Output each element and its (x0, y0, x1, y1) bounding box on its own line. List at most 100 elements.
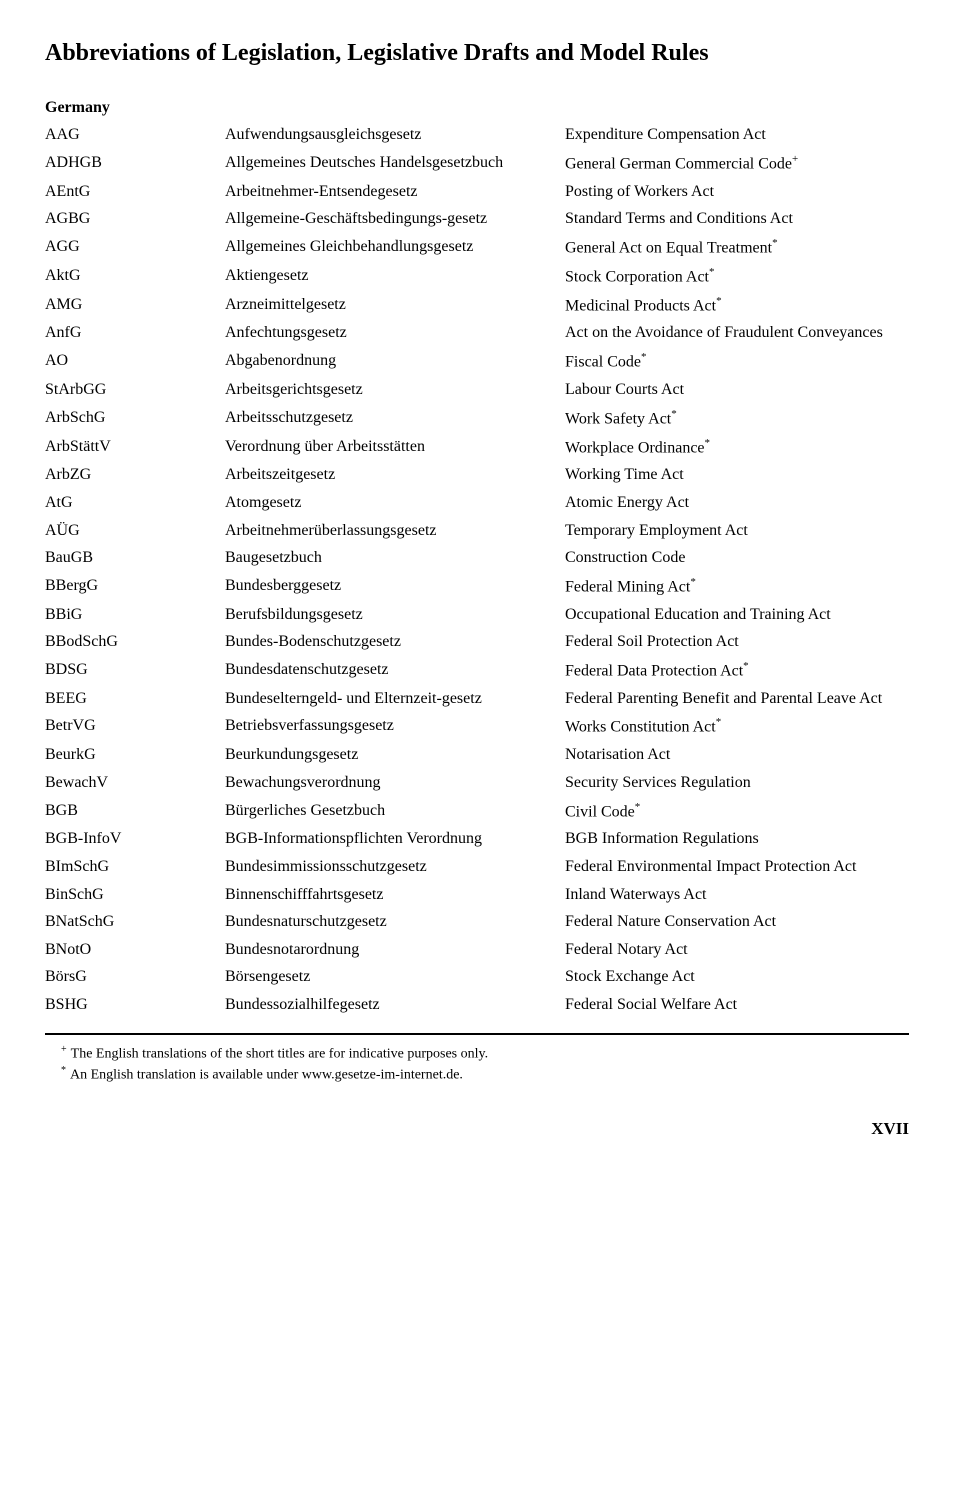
german-cell: Verordnung über Arbeitsstätten (225, 433, 565, 462)
table-row: AktGAktiengesetzStock Corporation Act* (45, 262, 909, 291)
abbrev-cell: ArbSchG (45, 404, 225, 433)
english-cell: Federal Parenting Benefit and Parental L… (565, 685, 909, 713)
english-text: Work Safety Act (565, 410, 671, 427)
english-cell: Temporary Employment Act (565, 517, 909, 545)
table-row: AAGAufwendungsausgleichsgesetzExpenditur… (45, 121, 909, 149)
german-cell: Arbeitnehmerüberlassungsgesetz (225, 517, 565, 545)
english-text: Federal Nature Conservation Act (565, 913, 776, 930)
abbrev-cell: ArbStättV (45, 433, 225, 462)
english-cell: Federal Soil Protection Act (565, 628, 909, 656)
table-row: BGB-InfoVBGB-Informationspflichten Veror… (45, 825, 909, 853)
abbrev-cell: AÜG (45, 517, 225, 545)
page-title: Abbreviations of Legislation, Legislativ… (45, 40, 909, 67)
footnotes: +The English translations of the short t… (61, 1043, 909, 1086)
table-row: BeurkGBeurkundungsgesetzNotarisation Act (45, 741, 909, 769)
table-row: BBodSchGBundes-BodenschutzgesetzFederal … (45, 628, 909, 656)
abbrev-cell: ArbZG (45, 461, 225, 489)
footnote-marker-icon: * (705, 437, 711, 449)
english-text: Medicinal Products Act (565, 297, 716, 314)
table-row: ArbZGArbeitszeitgesetzWorking Time Act (45, 461, 909, 489)
table-row: BNotOBundesnotarordnungFederal Notary Ac… (45, 936, 909, 964)
english-cell: Federal Nature Conservation Act (565, 908, 909, 936)
footnote-marker-icon: * (772, 237, 778, 249)
table-row: BörsGBörsengesetzStock Exchange Act (45, 963, 909, 991)
english-text: BGB Information Regulations (565, 830, 759, 847)
table-row: AtGAtomgesetzAtomic Energy Act (45, 489, 909, 517)
table-row: BBergGBundesberggesetzFederal Mining Act… (45, 572, 909, 601)
english-cell: Workplace Ordinance* (565, 433, 909, 462)
german-cell: Bundesdatenschutzgesetz (225, 656, 565, 685)
english-cell: Federal Notary Act (565, 936, 909, 964)
english-text: Standard Terms and Conditions Act (565, 210, 793, 227)
english-text: Security Services Regulation (565, 774, 751, 791)
footnote-line: * An English translation is available und… (61, 1064, 909, 1085)
german-cell: Arbeitsgerichtsgesetz (225, 376, 565, 404)
english-text: Temporary Employment Act (565, 522, 748, 539)
german-cell: Betriebsverfassungsgesetz (225, 712, 565, 741)
english-cell: General Act on Equal Treatment* (565, 233, 909, 262)
english-text: Construction Code (565, 549, 685, 566)
english-cell: Construction Code (565, 544, 909, 572)
abbrev-cell: AGBG (45, 205, 225, 233)
german-cell: Bewachungsverordnung (225, 769, 565, 797)
german-cell: Atomgesetz (225, 489, 565, 517)
german-cell: Arbeitsschutzgesetz (225, 404, 565, 433)
footnote-marker-icon: * (635, 801, 641, 813)
german-cell: Allgemeine-Geschäftsbedingungs-gesetz (225, 205, 565, 233)
english-cell: Working Time Act (565, 461, 909, 489)
english-cell: BGB Information Regulations (565, 825, 909, 853)
german-cell: Börsengesetz (225, 963, 565, 991)
table-row: BewachVBewachungsverordnungSecurity Serv… (45, 769, 909, 797)
english-text: Fiscal Code (565, 353, 641, 370)
abbrev-cell: AO (45, 347, 225, 376)
english-text: General Act on Equal Treatment (565, 239, 772, 256)
footnote-line: +The English translations of the short t… (61, 1043, 909, 1064)
english-text: Act on the Avoidance of Fraudulent Conve… (565, 324, 883, 341)
abbrev-cell: BGB-InfoV (45, 825, 225, 853)
english-text: Federal Mining Act (565, 578, 690, 595)
english-cell: Federal Data Protection Act* (565, 656, 909, 685)
table-row: BImSchGBundesimmissionsschutzgesetzFeder… (45, 853, 909, 881)
english-cell: Works Constitution Act* (565, 712, 909, 741)
abbrev-cell: ADHGB (45, 149, 225, 178)
english-text: Stock Exchange Act (565, 968, 695, 985)
german-cell: Berufsbildungsgesetz (225, 601, 565, 629)
footnote-marker-icon: * (61, 1065, 66, 1076)
english-cell: Standard Terms and Conditions Act (565, 205, 909, 233)
footnote-marker-icon: * (716, 295, 722, 307)
english-text: Labour Courts Act (565, 381, 684, 398)
table-row: AOAbgabenordnungFiscal Code* (45, 347, 909, 376)
german-cell: Bundesimmissionsschutzgesetz (225, 853, 565, 881)
english-cell: Fiscal Code* (565, 347, 909, 376)
table-row: ADHGBAllgemeines Deutsches Handelsgesetz… (45, 149, 909, 178)
abbreviations-table: AAGAufwendungsausgleichsgesetzExpenditur… (45, 121, 909, 1019)
abbrev-cell: BSHG (45, 991, 225, 1019)
table-row: StArbGGArbeitsgerichtsgesetzLabour Court… (45, 376, 909, 404)
table-row: AnfGAnfechtungsgesetzAct on the Avoidanc… (45, 319, 909, 347)
abbrev-cell: AAG (45, 121, 225, 149)
german-cell: Abgabenordnung (225, 347, 565, 376)
table-row: AMGArzneimittelgesetzMedicinal Products … (45, 291, 909, 320)
german-cell: Arzneimittelgesetz (225, 291, 565, 320)
english-text: Atomic Energy Act (565, 494, 689, 511)
german-cell: BGB-Informationspflichten Verordnung (225, 825, 565, 853)
table-row: BDSGBundesdatenschutzgesetzFederal Data … (45, 656, 909, 685)
footnote-text: An English translation is available unde… (70, 1068, 463, 1083)
english-cell: Stock Corporation Act* (565, 262, 909, 291)
english-text: Occupational Education and Training Act (565, 606, 831, 623)
german-cell: Anfechtungsgesetz (225, 319, 565, 347)
english-text: Federal Social Welfare Act (565, 996, 737, 1013)
abbrev-cell: BDSG (45, 656, 225, 685)
german-cell: Aufwendungsausgleichsgesetz (225, 121, 565, 149)
english-cell: Inland Waterways Act (565, 881, 909, 909)
table-row: AÜGArbeitnehmerüberlassungsgesetzTempora… (45, 517, 909, 545)
english-cell: Labour Courts Act (565, 376, 909, 404)
table-row: ArbStättVVerordnung über ArbeitsstättenW… (45, 433, 909, 462)
english-text: Expenditure Compensation Act (565, 126, 766, 143)
abbrev-cell: BauGB (45, 544, 225, 572)
abbrev-cell: BGB (45, 797, 225, 826)
table-row: BNatSchGBundesnaturschutzgesetzFederal N… (45, 908, 909, 936)
abbrev-cell: BeurkG (45, 741, 225, 769)
abbrev-cell: BewachV (45, 769, 225, 797)
page-number: XVII (45, 1119, 909, 1139)
